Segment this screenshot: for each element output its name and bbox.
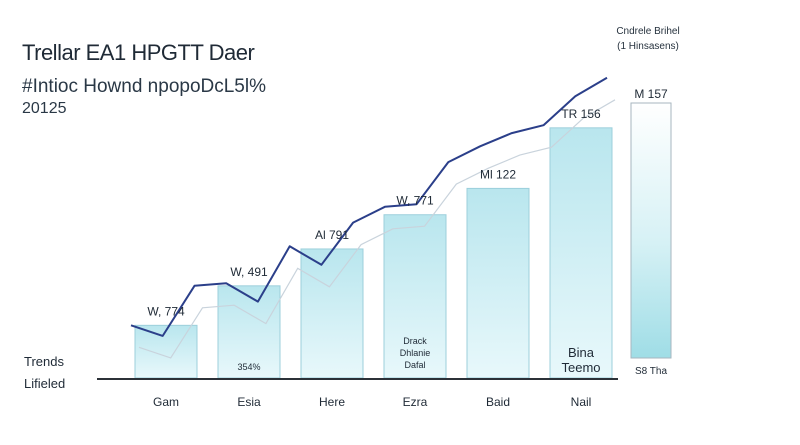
bar-nail [549, 127, 613, 379]
bar-value-label: W, 771 [396, 194, 434, 208]
bar-ezra [383, 214, 447, 379]
chart-subtitle: #Intioc Hownd npopoDcL5l% [22, 76, 266, 97]
bar-value-label: Al 791 [315, 228, 349, 242]
shadow-line-layer [138, 99, 616, 359]
bar-esia [217, 285, 281, 379]
side-bar-layer [630, 102, 672, 359]
bar-value-label: W, 774 [147, 304, 185, 318]
bar-note-label: Dafal [404, 360, 425, 370]
bar-value-label: Ml 122 [480, 167, 516, 181]
side-bar-top-label: M 157 [634, 87, 668, 101]
bar-note-label: Dhlanie [400, 348, 431, 358]
bar-note-label: Drack [403, 336, 427, 346]
bar-note-label: Bina [568, 345, 595, 360]
bar-note-label: Teemo [561, 360, 600, 375]
bar-gam [134, 324, 198, 379]
bar-value-label: TR 156 [561, 107, 601, 121]
legend-line-2: (1 Hinsasens) [617, 41, 679, 52]
category-tick-label: Esia [237, 395, 261, 409]
category-tick-label: Nail [571, 395, 592, 409]
category-tick-label: Gam [153, 395, 179, 409]
chart-title: Trellar EA1 HPGTT Daer [22, 40, 255, 65]
bar-value-label: W, 491 [230, 265, 268, 279]
title-block: Trellar EA1 HPGTT Daer #Intioc Hownd npo… [22, 40, 266, 118]
bar-here [300, 248, 364, 379]
side-bar-caption: S8 Tha [635, 366, 667, 377]
category-tick-label: Baid [486, 395, 510, 409]
category-tick-label: Ezra [403, 395, 428, 409]
category-tick-label: Here [319, 395, 345, 409]
side-bar [630, 102, 672, 359]
bars-layer [134, 127, 613, 379]
trend-line [130, 76, 608, 337]
labels-layer: W, 774 Gam W, 491 Esia 354% Al 791 Here W, 771 E… [147, 87, 671, 409]
side-label-trends: Trends [24, 354, 64, 369]
legend-line-1: Cndrele Brihel [616, 26, 680, 37]
trend-line-layer [130, 76, 608, 337]
shadow-trend-line [138, 99, 616, 359]
side-label-lifieled: Lifieled [24, 376, 66, 391]
bar-baid [466, 187, 530, 379]
chart-year: 20125 [22, 100, 67, 117]
bar-note-label: 354% [237, 362, 260, 372]
legend: Cndrele Brihel (1 Hinsasens) [598, 24, 698, 54]
